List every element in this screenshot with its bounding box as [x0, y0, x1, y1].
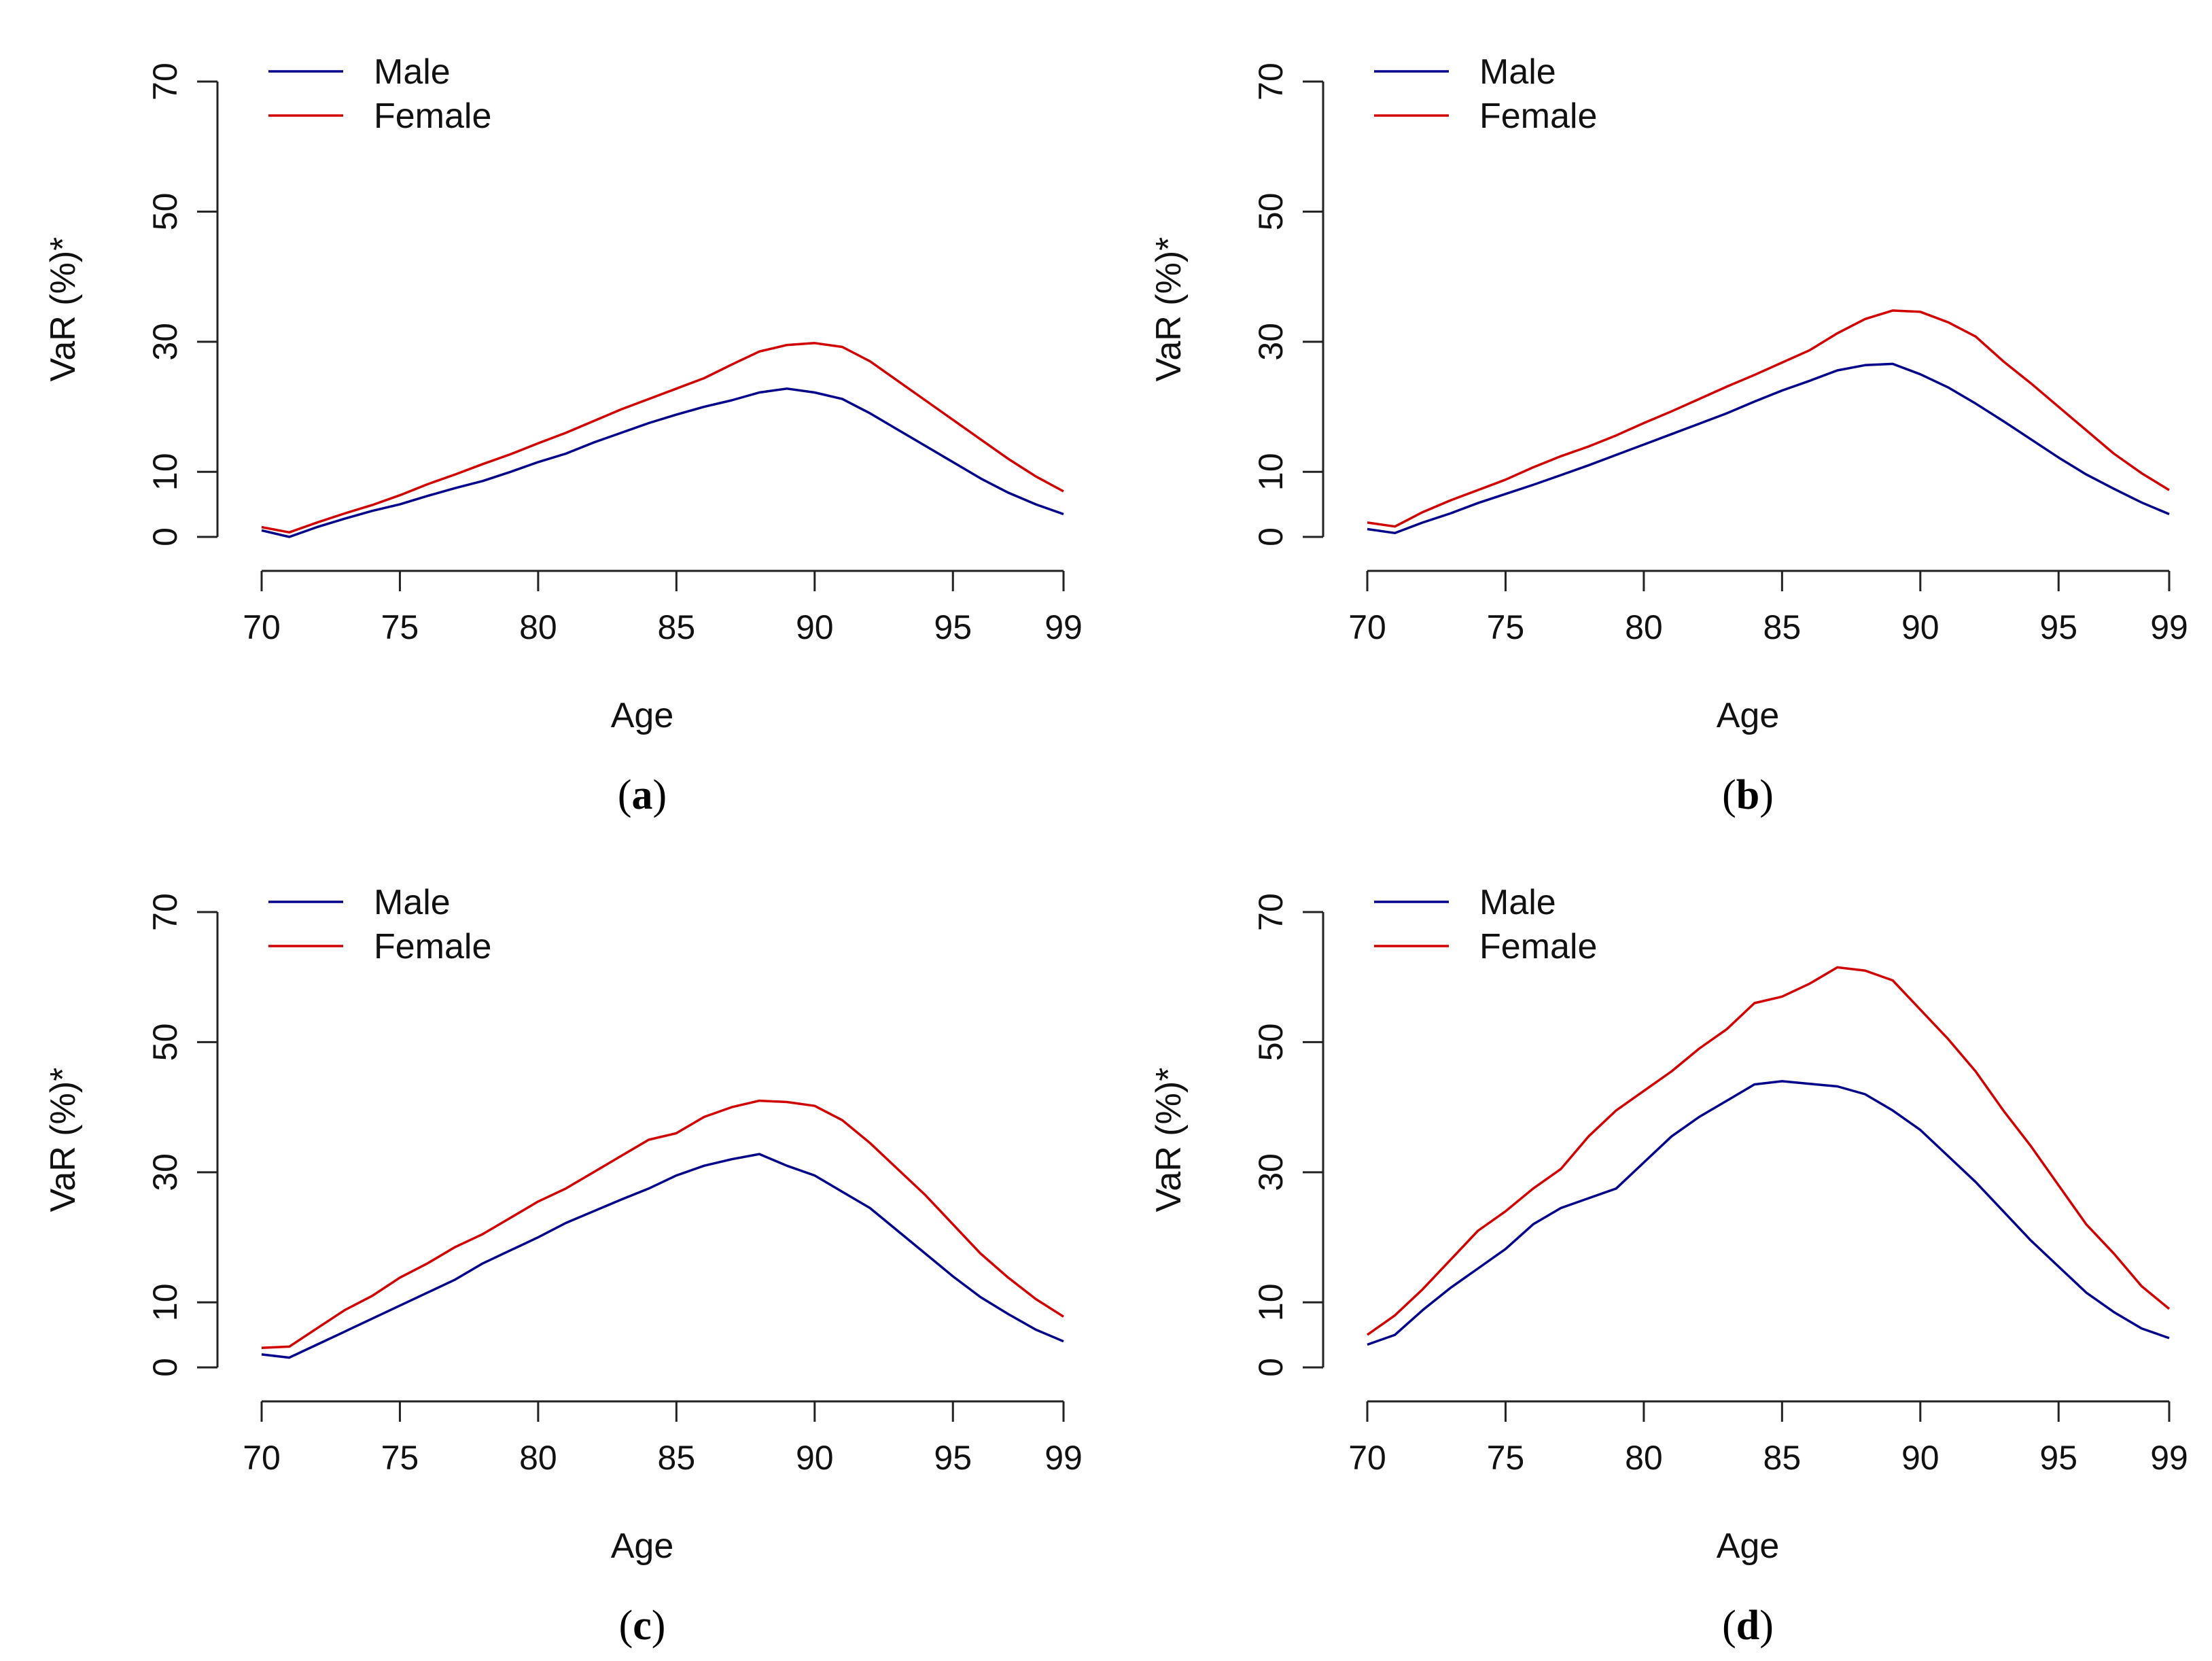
- panel-caption: (a): [618, 772, 667, 818]
- x-tick-label: 80: [519, 1439, 557, 1477]
- x-tick-label: 85: [658, 608, 696, 646]
- y-tick-label: 30: [146, 1153, 184, 1191]
- x-tick-label: 80: [519, 608, 557, 646]
- y-axis-title: VaR (%)*: [1149, 237, 1189, 382]
- x-tick-label: 99: [1044, 608, 1083, 646]
- x-tick-label: 80: [1625, 1439, 1663, 1477]
- legend-label-female: Female: [374, 927, 491, 966]
- chart-panel-a: 0 10 30 50 70 VaR (%)* 70 75 80 85 90 95 99 Age Male Fe…: [0, 0, 1106, 830]
- series-line-male: [1367, 362, 2170, 535]
- y-tick-label: 0: [146, 1358, 184, 1377]
- caption-open: (: [618, 772, 632, 818]
- y-tick-label: 10: [1252, 453, 1290, 491]
- y-tick-label: 10: [146, 453, 184, 491]
- y-tick-label: 50: [1252, 1024, 1290, 1062]
- y-tick-label: 50: [1252, 193, 1290, 231]
- x-tick-label: 85: [658, 1439, 696, 1477]
- caption-letter: b: [1736, 772, 1759, 818]
- chart-panel-c: 0 10 30 50 70 VaR (%)* 70 75 80 85 90 95 99 Age Male Fe…: [0, 830, 1106, 1661]
- y-tick-label: 30: [1252, 1153, 1290, 1191]
- chart-panel-b: 0 10 30 50 70 VaR (%)* 70 75 80 85 90 95 99 Age Male Fe…: [1106, 0, 2211, 830]
- series-line-male: [261, 1153, 1064, 1359]
- series-line-female: [261, 342, 1064, 534]
- y-tick-label: 0: [146, 527, 184, 546]
- legend-label-male: Male: [374, 52, 451, 92]
- x-tick-label: 75: [1487, 1439, 1525, 1477]
- x-tick-label: 70: [243, 1439, 281, 1477]
- y-axis-title: VaR (%)*: [43, 237, 83, 382]
- caption-letter: d: [1736, 1603, 1759, 1649]
- chart-svg-d: 0 10 30 50 70 VaR (%)* 70 75 80 85 90 95 99 Age Male Fe…: [1149, 883, 2188, 1649]
- caption-letter: a: [632, 772, 653, 818]
- x-tick-label: 95: [934, 1439, 972, 1477]
- chart-svg-b: 0 10 30 50 70 VaR (%)* 70 75 80 85 90 95 99 Age Male Fe…: [1149, 52, 2188, 818]
- series-line-male: [1367, 1080, 2170, 1346]
- caption-open: (: [1722, 1603, 1736, 1649]
- x-tick-label: 99: [2150, 1439, 2188, 1477]
- legend-label-female: Female: [1479, 97, 1597, 136]
- panel-caption: (b): [1722, 772, 1774, 818]
- y-tick-label: 50: [146, 1024, 184, 1062]
- x-tick-label: 90: [1901, 608, 1939, 646]
- legend-label-male: Male: [374, 883, 451, 922]
- y-tick-label: 30: [146, 323, 184, 361]
- x-tick-label: 75: [381, 608, 419, 646]
- y-tick-label: 30: [1252, 323, 1290, 361]
- x-tick-label: 70: [1348, 608, 1386, 646]
- x-axis-title: Age: [611, 696, 674, 735]
- x-tick-label: 75: [1487, 608, 1525, 646]
- x-tick-label: 95: [2039, 608, 2077, 646]
- x-tick-label: 80: [1625, 608, 1663, 646]
- caption-open: (: [1722, 772, 1736, 818]
- x-tick-label: 70: [1348, 1439, 1386, 1477]
- y-axis-title: VaR (%)*: [43, 1068, 83, 1212]
- x-tick-label: 95: [934, 608, 972, 646]
- legend-label-male: Male: [1479, 883, 1556, 922]
- y-tick-label: 10: [146, 1283, 184, 1321]
- y-tick-label: 10: [1252, 1283, 1290, 1321]
- panel-caption: (c): [619, 1603, 666, 1649]
- chart-panel-d: 0 10 30 50 70 VaR (%)* 70 75 80 85 90 95 99 Age Male Fe…: [1106, 830, 2211, 1661]
- y-tick-label: 70: [146, 63, 184, 101]
- chart-svg-c: 0 10 30 50 70 VaR (%)* 70 75 80 85 90 95 99 Age Male Fe…: [43, 883, 1083, 1649]
- caption-open: (: [619, 1603, 633, 1649]
- y-tick-label: 70: [146, 893, 184, 931]
- y-tick-label: 70: [1252, 893, 1290, 931]
- caption-close: ): [653, 772, 667, 818]
- x-tick-label: 99: [2150, 608, 2188, 646]
- legend-label-male: Male: [1479, 52, 1556, 92]
- series-line-female: [1367, 309, 2170, 528]
- x-tick-label: 90: [796, 1439, 834, 1477]
- series-line-female: [1366, 966, 2171, 1336]
- x-tick-label: 85: [1763, 608, 1802, 646]
- y-tick-label: 0: [1252, 1358, 1290, 1377]
- x-tick-label: 75: [381, 1439, 419, 1477]
- caption-close: ): [1759, 772, 1774, 818]
- panel-caption: (d): [1722, 1603, 1774, 1649]
- x-tick-label: 95: [2039, 1439, 2077, 1477]
- legend-label-female: Female: [374, 97, 491, 136]
- chart-svg-a: 0 10 30 50 70 VaR (%)* 70 75 80 85 90 95 99 Age Male Fe…: [43, 52, 1083, 818]
- series-line-male: [261, 387, 1064, 538]
- y-tick-label: 50: [146, 193, 184, 231]
- y-axis-title: VaR (%)*: [1149, 1068, 1189, 1212]
- y-tick-label: 70: [1252, 63, 1290, 101]
- x-axis-title: Age: [1717, 1526, 1780, 1566]
- x-tick-label: 90: [796, 608, 834, 646]
- x-axis-title: Age: [611, 1526, 674, 1566]
- x-tick-label: 90: [1901, 1439, 1939, 1477]
- x-axis-title: Age: [1717, 696, 1780, 735]
- caption-close: ): [652, 1603, 666, 1649]
- caption-letter: c: [633, 1603, 652, 1649]
- legend-label-female: Female: [1479, 927, 1597, 966]
- caption-close: ): [1759, 1603, 1774, 1649]
- x-tick-label: 70: [243, 608, 281, 646]
- series-line-female: [261, 1099, 1064, 1350]
- x-tick-label: 85: [1763, 1439, 1802, 1477]
- y-tick-label: 0: [1252, 527, 1290, 546]
- x-tick-label: 99: [1044, 1439, 1083, 1477]
